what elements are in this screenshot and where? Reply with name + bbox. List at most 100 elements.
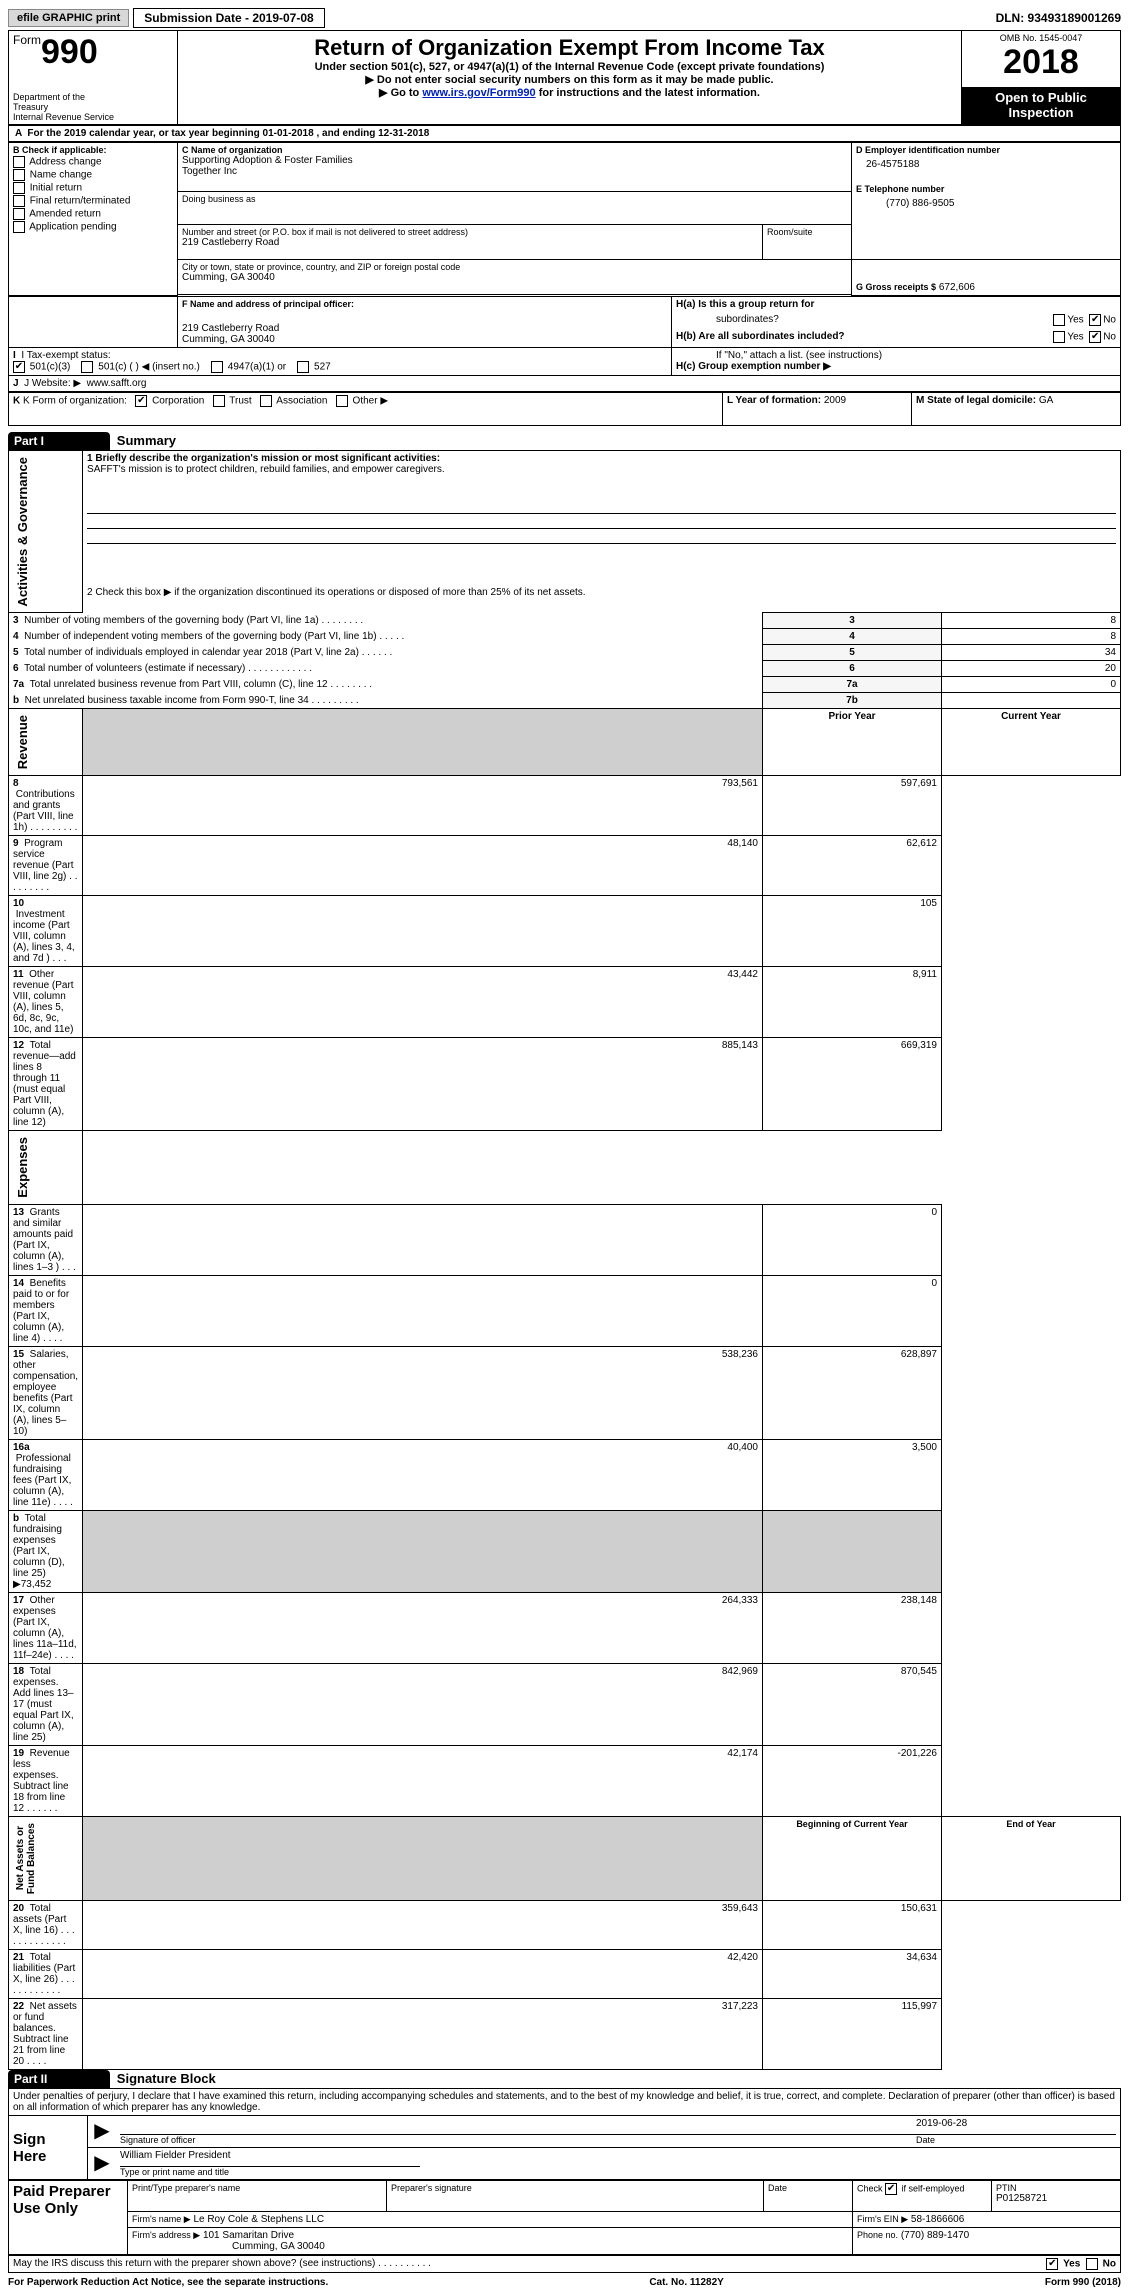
b-opt-checkbox[interactable] xyxy=(13,169,25,181)
i-501c-checkbox[interactable] xyxy=(81,361,93,373)
section-bcdefg: B Check if applicable: Address change Na… xyxy=(8,142,1121,296)
gov-line-box: 7b xyxy=(763,693,942,709)
form-word: Form xyxy=(13,33,41,47)
exp-current: 870,545 xyxy=(763,1663,942,1745)
hb-yes-checkbox[interactable] xyxy=(1053,331,1065,343)
rev-line: 10 Investment income (Part VIII, column … xyxy=(9,896,83,967)
gov-line-value: 8 xyxy=(942,629,1121,645)
gross-receipts-value: 672,606 xyxy=(939,282,975,293)
exp-current: 0 xyxy=(763,1204,942,1275)
b-opt-label: Final return/terminated xyxy=(30,196,131,207)
org-name-label: C Name of organization xyxy=(182,145,847,155)
gov-line: 6 Total number of volunteers (estimate i… xyxy=(9,661,763,677)
form-title: Return of Organization Exempt From Incom… xyxy=(182,35,957,61)
rev-line: 12 Total revenue—add lines 8 through 11 … xyxy=(9,1038,83,1131)
form-subtitle: Under section 501(c), 527, or 4947(a)(1)… xyxy=(182,61,957,73)
rev-current: 105 xyxy=(763,896,942,967)
net-end: 115,997 xyxy=(763,1999,942,2070)
exp-current: -201,226 xyxy=(763,1745,942,1816)
rev-line: 8 Contributions and grants (Part VIII, l… xyxy=(9,776,83,836)
ha-sub: subordinates? xyxy=(676,314,779,325)
b-opt-checkbox[interactable] xyxy=(13,221,25,233)
dept-line2: Treasury xyxy=(13,102,173,112)
i-527-checkbox[interactable] xyxy=(297,361,309,373)
col-prior: Prior Year xyxy=(763,709,942,776)
city-value: Cumming, GA 30040 xyxy=(182,272,847,283)
gov-line: 7a Total unrelated business revenue from… xyxy=(9,677,763,693)
b-opt-checkbox[interactable] xyxy=(13,195,25,207)
perjury-text: Under penalties of perjury, I declare th… xyxy=(8,2088,1121,2115)
exp-prior: 42,174 xyxy=(83,1745,763,1816)
k-trust-checkbox[interactable] xyxy=(213,395,225,407)
firm-phone: (770) 889-1470 xyxy=(901,2230,969,2241)
gov-line-box: 7a xyxy=(763,677,942,693)
k-other-checkbox[interactable] xyxy=(336,395,348,407)
rev-prior: 48,140 xyxy=(83,836,763,896)
discuss-row: May the IRS discuss this return with the… xyxy=(8,2255,1121,2273)
sign-here-label: Sign Here xyxy=(9,2116,88,2180)
firm-ein: 58-1866606 xyxy=(911,2214,964,2225)
officer-label: F Name and address of principal officer: xyxy=(182,299,667,309)
exp-line: 17 Other expenses (Part IX, column (A), … xyxy=(9,1592,83,1663)
ha-label: H(a) Is this a group return for xyxy=(676,299,814,310)
exp-line: 15 Salaries, other compensation, employe… xyxy=(9,1346,83,1439)
gov-line-value: 0 xyxy=(942,677,1121,693)
irs-link[interactable]: www.irs.gov/Form990 xyxy=(422,87,535,99)
b-opt-label: Address change xyxy=(29,157,101,168)
open-public-2: Inspection xyxy=(966,105,1116,120)
i-4947-checkbox[interactable] xyxy=(211,361,223,373)
k-assoc-checkbox[interactable] xyxy=(260,395,272,407)
exp-current: 0 xyxy=(763,1275,942,1346)
b-opt-checkbox[interactable] xyxy=(13,182,25,194)
vert-governance: Activities & Governance xyxy=(13,453,32,611)
rev-prior xyxy=(83,896,763,967)
room-label: Room/suite xyxy=(763,225,852,260)
hb-no-checkbox[interactable]: ✔ xyxy=(1089,331,1101,343)
hc-label: H(c) Group exemption number ▶ xyxy=(676,361,1116,372)
omb-number: OMB No. 1545-0047 xyxy=(966,33,1116,43)
net-begin: 359,643 xyxy=(83,1901,763,1950)
section-a: A For the 2019 calendar year, or tax yea… xyxy=(8,125,1121,142)
self-employed-checkbox[interactable]: ✔ xyxy=(885,2183,897,2195)
net-begin: 42,420 xyxy=(83,1950,763,1999)
part1-table: Activities & Governance 1 Briefly descri… xyxy=(8,450,1121,2071)
addr-value: 219 Castleberry Road xyxy=(182,237,758,248)
b-opt-label: Amended return xyxy=(29,209,101,220)
tax-year: 2018 xyxy=(966,43,1116,82)
gov-line-value: 8 xyxy=(942,613,1121,629)
part1-header: Part I xyxy=(8,432,110,450)
b-opt-checkbox[interactable] xyxy=(13,156,25,168)
gov-line-value: 20 xyxy=(942,661,1121,677)
paid-preparer-block: Paid Preparer Use Only Print/Type prepar… xyxy=(8,2180,1121,2255)
efile-print-button[interactable]: efile GRAPHIC print xyxy=(8,9,129,27)
firm-addr1: 101 Samaritan Drive xyxy=(203,2230,294,2241)
exp-prior: 264,333 xyxy=(83,1592,763,1663)
rev-prior: 43,442 xyxy=(83,967,763,1038)
gov-line: b Net unrelated business taxable income … xyxy=(9,693,763,709)
k-corp-checkbox[interactable]: ✔ xyxy=(135,395,147,407)
exp-line: 14 Benefits paid to or for members (Part… xyxy=(9,1275,83,1346)
exp-current-grey xyxy=(763,1510,942,1592)
gov-line: 3 Number of voting members of the govern… xyxy=(9,613,763,629)
gov-line-box: 6 xyxy=(763,661,942,677)
i-501c3-checkbox[interactable]: ✔ xyxy=(13,361,25,373)
gov-line-box: 5 xyxy=(763,645,942,661)
exp-current: 3,500 xyxy=(763,1439,942,1510)
dept-line1: Department of the xyxy=(13,92,173,102)
line2-text: 2 Check this box ▶ if the organization d… xyxy=(87,587,586,598)
phone-value: (770) 886-9505 xyxy=(856,194,1116,213)
exp-current: 628,897 xyxy=(763,1346,942,1439)
b-opt-checkbox[interactable] xyxy=(13,208,25,220)
discuss-yes-checkbox[interactable]: ✔ xyxy=(1046,2258,1058,2270)
page-footer: For Paperwork Reduction Act Notice, see … xyxy=(8,2277,1121,2288)
gov-line: 5 Total number of individuals employed i… xyxy=(9,645,763,661)
ha-yes-checkbox[interactable] xyxy=(1053,314,1065,326)
exp-prior: 538,236 xyxy=(83,1346,763,1439)
exp-prior: 842,969 xyxy=(83,1663,763,1745)
section-fh: F Name and address of principal officer:… xyxy=(8,296,1121,392)
ha-no-checkbox[interactable]: ✔ xyxy=(1089,314,1101,326)
part2-header: Part II xyxy=(8,2070,110,2088)
form-note2: ▶ Go to www.irs.gov/Form990 for instruct… xyxy=(182,86,957,99)
discuss-no-checkbox[interactable] xyxy=(1086,2258,1098,2270)
ptin-value: P01258721 xyxy=(996,2193,1116,2204)
